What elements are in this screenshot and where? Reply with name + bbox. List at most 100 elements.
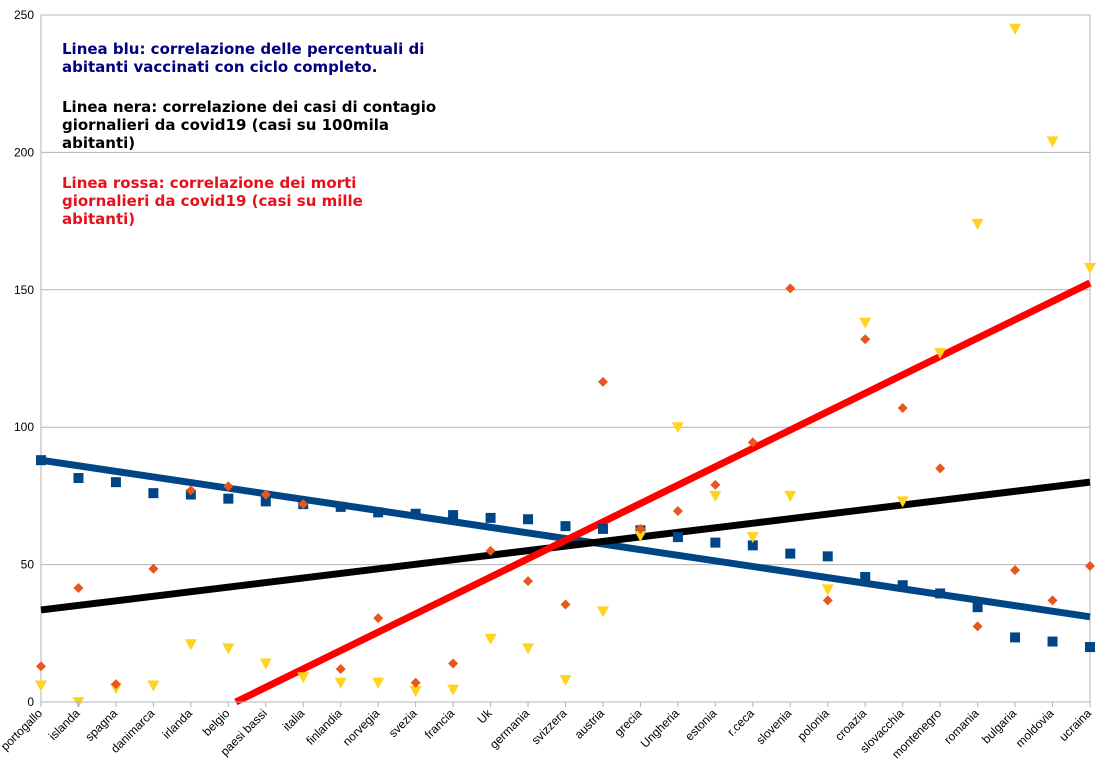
x-tick-label: norvegia [340,706,383,749]
data-point-diamond [73,582,84,593]
annotation-blue-line: Linea blu: correlazione delle percentual… [62,40,425,76]
data-point-diamond [897,402,908,413]
data-point-triangle [1009,23,1022,35]
data-point-diamond [560,599,571,610]
data-point-triangle [559,675,572,687]
x-tick-label: francia [422,706,458,742]
annotation-red-line: Linea rossa: correlazione dei morti gior… [62,174,363,228]
y-tick-label: 50 [21,558,35,572]
data-point-square [822,551,833,562]
data-point-square [1010,632,1021,643]
data-point-diamond [860,334,871,345]
data-point-diamond [672,506,683,517]
data-point-triangle [35,680,47,692]
data-point-diamond [822,595,833,606]
data-point-square [335,501,346,512]
y-tick-label: 0 [27,695,34,709]
data-point-triangle [934,348,947,360]
x-tick-label: Uk [474,706,495,727]
data-point-triangle [784,490,797,502]
data-point-square [373,507,384,518]
data-point-triangle [709,490,722,502]
data-point-diamond [485,545,496,556]
data-point-square [972,602,983,613]
data-point-square [223,493,234,504]
trend-line [40,478,1091,614]
data-point-triangle [859,317,872,329]
data-point-diamond [298,499,309,510]
data-point-square [260,496,271,507]
data-point-triangle [484,633,497,645]
annotation-black-line: Linea nera: correlazione dei casi di con… [62,98,437,152]
x-tick-label: irlanda [160,706,196,742]
data-point-square [485,512,496,523]
data-point-diamond [373,613,384,624]
data-point-diamond [972,621,983,632]
data-point-square [410,508,421,519]
data-point-diamond [523,576,534,587]
x-tick-label: ucraina [1056,706,1094,744]
data-point-triangle [184,639,197,651]
data-point-diamond [148,563,159,574]
data-point-triangle [409,686,422,698]
x-tick-label: polonia [795,706,832,743]
data-point-triangle [222,643,235,655]
data-point-square [672,532,683,543]
data-point-diamond [335,664,346,675]
data-point-square [148,488,159,499]
data-point-square [1047,636,1058,647]
x-tick-label: Ungheria [638,706,683,751]
data-point-square [560,521,571,532]
data-point-diamond [1047,595,1058,606]
x-tick-label: slovenia [753,706,794,747]
x-tick-label: r.ceca [724,706,757,739]
data-point-square [597,523,608,534]
data-point-diamond [935,463,946,474]
data-point-square [1085,642,1095,653]
data-point-triangle [896,496,909,508]
x-tick-label: portogallo [0,706,45,753]
x-tick-label: finlandia [303,706,345,748]
data-point-triangle [596,606,609,618]
data-point-square [897,580,908,591]
x-tick-label: italia [280,706,308,734]
x-tick-label: germania [487,706,533,752]
y-tick-label: 250 [14,8,34,22]
data-point-triangle [447,684,460,696]
data-point-diamond [1085,560,1095,571]
data-point-triangle [821,584,834,596]
data-point-diamond [110,679,121,690]
data-point-square [448,510,459,521]
data-point-triangle [522,643,535,655]
x-tick-label: grecia [612,706,645,739]
data-point-triangle [971,218,984,230]
data-point-triangle [147,680,160,692]
data-point-diamond [410,677,421,688]
y-tick-label: 200 [14,145,34,159]
data-point-diamond [710,479,721,490]
x-tick-label: estonia [682,706,719,743]
data-point-square [73,473,84,484]
data-point-triangle [671,422,684,434]
x-tick-label: austria [572,706,608,742]
data-point-triangle [1084,262,1096,274]
data-point-diamond [597,376,608,387]
data-point-diamond [747,437,758,448]
grid-lines [40,14,1091,702]
data-point-square [747,540,758,551]
data-point-triangle [746,532,759,544]
data-point-diamond [260,489,271,500]
data-point-square [710,537,721,548]
data-point-diamond [36,661,46,672]
x-tick-label: islanda [46,706,83,743]
data-point-square [785,548,796,559]
x-tick-label: svezia [386,706,420,740]
y-tick-label: 150 [14,283,34,297]
x-tick-label: moldovia [1013,706,1057,750]
data-point-square [523,514,534,525]
data-point-diamond [448,658,459,669]
x-tick-label: romania [941,706,982,747]
data-point-triangle [634,530,647,542]
data-point-triangle [259,658,272,670]
